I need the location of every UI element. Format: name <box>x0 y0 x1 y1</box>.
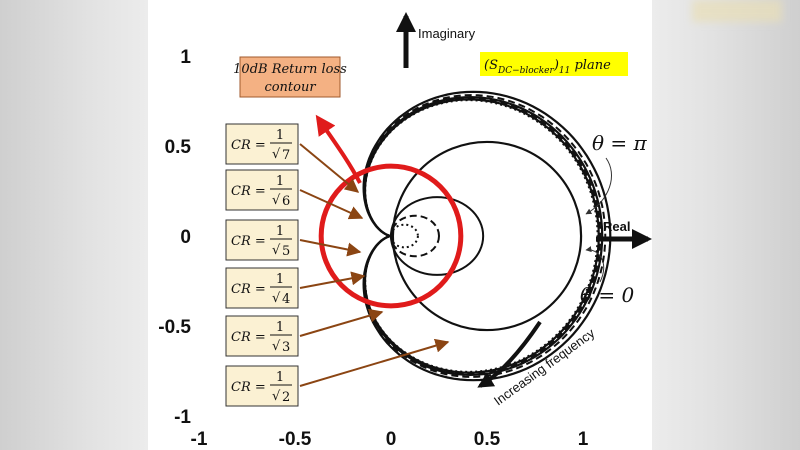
cr-numerator: 1 <box>276 370 284 385</box>
cr-denominator: 3 <box>282 340 290 355</box>
cr-sqrt-sign: √ <box>272 291 281 306</box>
cr-prefix: CR = <box>231 380 266 395</box>
cr-sqrt-sign: √ <box>272 389 281 404</box>
cr-box: CR = 1 √ 5 <box>225 219 362 261</box>
x-tick-label: -1 <box>191 429 208 450</box>
cr-numerator: 1 <box>276 320 284 335</box>
cr-denominator: 7 <box>282 148 290 163</box>
cr-pointer-arrow <box>299 271 366 289</box>
y-tick-label: 0.5 <box>165 137 192 158</box>
cr-sqrt-sign: √ <box>272 193 281 208</box>
y-tick-label: 0 <box>180 227 191 248</box>
x-tick-label: -0.5 <box>279 429 312 450</box>
theta-pi-pointer <box>585 157 612 215</box>
cr-prefix: CR = <box>231 282 266 297</box>
return-loss-pointer <box>315 114 362 184</box>
cr-box-frame <box>225 123 299 165</box>
plane-label: (SDC−blocker)11 plane <box>484 58 611 76</box>
cr-box-frame <box>225 365 299 407</box>
cr-denominator: 4 <box>282 292 290 307</box>
cr-numerator: 1 <box>276 174 284 189</box>
cr-prefix: CR = <box>231 330 266 345</box>
cr-denominator: 6 <box>282 194 290 209</box>
theta-pi-label: θ = π <box>592 131 648 155</box>
cr-sqrt-sign: √ <box>272 243 281 258</box>
cr-box-frame <box>225 219 299 261</box>
cardioid-curve <box>363 98 600 374</box>
unit-half-circle <box>391 140 583 332</box>
return-loss-box <box>239 56 341 98</box>
x-tick-labels: -1 -0.5 0 0.5 1 <box>191 429 589 450</box>
theta-zero-pointer <box>585 246 605 283</box>
cr-numerator: 1 <box>276 128 284 143</box>
cr-box: CR = 1 √ 7 <box>225 123 360 193</box>
cr-box-frame <box>225 267 299 309</box>
y-tick-label: -1 <box>174 407 191 428</box>
y-tick-label: -0.5 <box>158 317 191 338</box>
cardioid-curves <box>362 90 612 382</box>
cr-numerator: 1 <box>276 272 284 287</box>
y-tick-labels: 1 0.5 0 -0.5 -1 <box>158 47 191 428</box>
return-loss-line1: 10dB Return loss <box>233 62 347 77</box>
cr-box: CR = 1 √ 6 <box>225 169 364 220</box>
cr-box: CR = 1 √ 4 <box>225 267 366 309</box>
cr-pointer-arrow <box>299 189 364 220</box>
cr-prefix: CR = <box>231 234 266 249</box>
cr-box-frame <box>225 169 299 211</box>
inner-loop-curve <box>390 223 419 249</box>
cr-pointer-arrow <box>299 239 362 257</box>
return-loss-circle <box>318 163 464 309</box>
figure-panel: 1 0.5 0 -0.5 -1 -1 -0.5 0 0.5 1 Imaginary Real (… <box>148 0 652 450</box>
cardioid-curve <box>363 94 607 378</box>
x-tick-label: 1 <box>578 429 589 450</box>
cr-prefix: CR = <box>231 138 266 153</box>
cr-box: CR =1√ 2 <box>225 338 450 407</box>
cr-pointer-arrow <box>299 143 360 193</box>
cr-sqrt-sign: √ <box>272 147 281 162</box>
cr-sqrt-sign: √ <box>272 339 281 354</box>
real-label: Real <box>603 219 630 234</box>
blurred-left-margin <box>0 0 148 450</box>
inner-loop-curve <box>390 214 440 258</box>
smith-plane-figure: 1 0.5 0 -0.5 -1 -1 -0.5 0 0.5 1 Imaginary Real (… <box>158 12 652 450</box>
cr-prefix: CR = <box>231 184 266 199</box>
increasing-frequency-arrow <box>477 320 542 388</box>
theta-zero-label: θ = 0 <box>580 283 635 307</box>
cr-pointer-arrow <box>299 308 384 337</box>
cr-box-frame <box>225 315 299 357</box>
cr-denominator: 5 <box>282 244 290 259</box>
x-tick-label: 0.5 <box>474 429 501 450</box>
cr-box: CR = 1 √ 3 <box>225 308 384 357</box>
x-tick-label: 0 <box>386 429 397 450</box>
plane-label-box <box>480 52 628 76</box>
blurred-right-margin <box>652 0 800 450</box>
cr-denominator: 2 <box>282 390 290 405</box>
coupling-ratio-boxes: CR =1√ 7CR =1√ 6CR =1√ 5CR =1√ 4CR =1√ 3CR =1… <box>225 123 450 407</box>
cr-pointer-arrow <box>299 338 450 387</box>
y-tick-label: 1 <box>180 47 191 68</box>
inner-loop-curve <box>389 196 485 276</box>
cr-numerator: 1 <box>276 224 284 239</box>
imaginary-label: Imaginary <box>418 26 476 41</box>
return-loss-line2: contour <box>264 80 316 95</box>
